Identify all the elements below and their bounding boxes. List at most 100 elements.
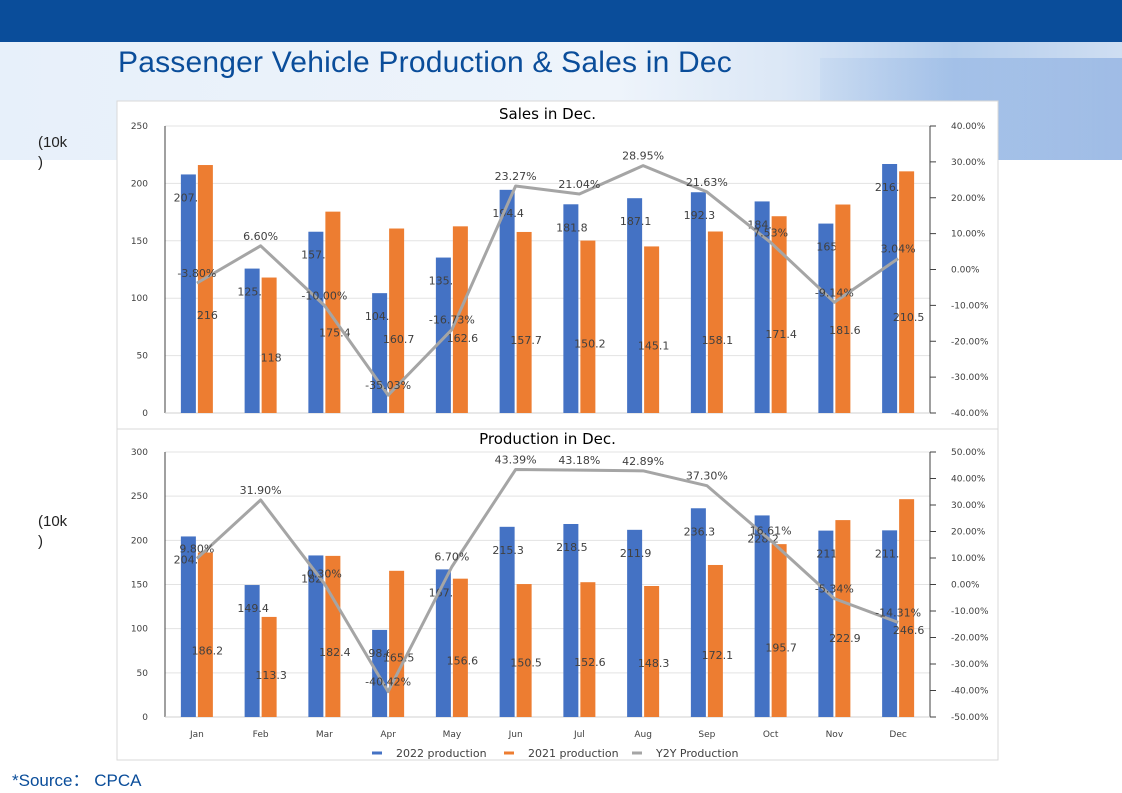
bar-current	[818, 530, 834, 717]
y2-tick-label: -40.00%	[951, 409, 989, 419]
bar-value-label: 148.3	[638, 657, 670, 670]
y2-tick-label: 0.00%	[951, 581, 980, 591]
x-tick-label: Sep	[698, 730, 715, 740]
line-value-label: -16.73%	[429, 314, 475, 327]
bar-value-label: 104.4	[365, 310, 397, 323]
bar-value-label: 246.6	[893, 624, 925, 637]
y-tick-label: 200	[131, 179, 148, 189]
page-title: Passenger Vehicle Production & Sales in …	[118, 46, 732, 79]
bar-previous	[261, 616, 277, 717]
line-value-label: -14.31%	[875, 606, 921, 619]
bar-current	[244, 585, 260, 717]
legend-label: Y2Y Production	[655, 747, 738, 760]
bar-value-label: 207.8	[174, 191, 206, 204]
bar-previous	[644, 246, 660, 413]
bar-value-label: 211	[816, 548, 837, 561]
bar-value-label: 181.6	[829, 324, 861, 337]
bar-previous	[899, 499, 915, 717]
chart-title: Production in Dec.	[479, 430, 616, 448]
bar-value-label: 150.5	[510, 656, 542, 669]
y2-tick-label: -40.00%	[951, 687, 989, 697]
bar-current	[690, 508, 706, 717]
bar-value-label: 182.4	[319, 646, 351, 659]
bar-value-label: 211.9	[620, 547, 652, 560]
line-value-label: 23.27%	[495, 170, 537, 183]
bar-previous	[452, 226, 468, 413]
bar-current	[627, 198, 643, 413]
y2-tick-label: 20.00%	[951, 194, 986, 204]
line-value-label: -3.80%	[177, 267, 216, 280]
bar-previous	[580, 240, 596, 413]
y2-tick-label: 30.00%	[951, 501, 986, 511]
bar-previous	[516, 231, 532, 413]
production-chart: Production in Dec. 0 50 100 150 200 250 300 -50.…	[131, 430, 989, 740]
bar-value-label: 236.3	[684, 525, 716, 538]
bar-previous	[835, 520, 851, 717]
bar-current	[180, 536, 196, 717]
bar-previous	[452, 578, 468, 717]
y-tick-label: 50	[137, 352, 149, 362]
bar-value-label: 194.4	[492, 207, 524, 220]
y2y-line	[195, 468, 899, 694]
bar-previous	[197, 165, 213, 413]
bar-value-label: 125.8	[237, 286, 269, 299]
y-tick-label: 150	[131, 581, 148, 591]
bar-value-label: 113.3	[255, 669, 287, 682]
bar-value-label: 192.3	[684, 209, 716, 222]
y-tick-label: 0	[142, 409, 148, 419]
line-value-label: -40.42%	[365, 676, 411, 689]
x-tick-label: Apr	[380, 730, 396, 740]
x-tick-label: Oct	[763, 730, 779, 740]
bar-value-label: 162.6	[447, 332, 479, 345]
bar-current	[435, 569, 451, 717]
bar-value-label: 156.6	[447, 654, 479, 667]
x-tick-label: Nov	[826, 730, 844, 740]
y-tick-label: 300	[131, 448, 148, 458]
sales-unit-label: (10k )	[38, 134, 68, 171]
line-value-label: 42.89%	[622, 455, 664, 468]
bar-current	[754, 201, 770, 413]
bar-previous	[261, 277, 277, 413]
bar-value-label: 195.7	[765, 641, 797, 654]
bar-current	[754, 515, 770, 717]
bar-current	[435, 257, 451, 413]
bar-value-label: 218.5	[556, 541, 588, 554]
y2-tick-label: 50.00%	[951, 448, 986, 458]
bar-current	[690, 192, 706, 413]
bar-value-label: 150.2	[574, 337, 606, 350]
bar-previous	[899, 171, 915, 413]
bar-value-label: 210.5	[893, 311, 925, 324]
bar-value-label: 165	[816, 241, 837, 254]
bar-current	[180, 174, 196, 413]
y-tick-label: 100	[131, 294, 148, 304]
bar-value-label: 135.4	[429, 275, 461, 288]
bar-value-label: 152.6	[574, 656, 606, 669]
y2-tick-label: -50.00%	[951, 713, 989, 723]
y2-tick-label: 10.00%	[951, 554, 986, 564]
bar-value-label: 211.3	[875, 547, 907, 560]
bar-previous	[835, 204, 851, 413]
y2-tick-label: -30.00%	[951, 373, 989, 383]
y-tick-label: 50	[137, 669, 149, 679]
bar-current	[627, 529, 643, 717]
line-value-label: 3.04%	[881, 243, 916, 256]
line-value-label: 43.39%	[495, 454, 537, 467]
line-value-label: 0.30%	[307, 568, 342, 581]
bar-previous	[389, 570, 405, 717]
chart-title: Sales in Dec.	[499, 105, 596, 123]
line-value-label: 31.90%	[240, 484, 282, 497]
bar-value-label: 172.1	[702, 649, 734, 662]
y2-tick-label: 0.00%	[951, 266, 980, 276]
bar-value-label: 187.1	[620, 215, 652, 228]
x-tick-label: Jun	[508, 730, 523, 740]
y2-tick-label: -10.00%	[951, 607, 989, 617]
x-tick-label: Dec	[889, 730, 906, 740]
y2-tick-label: 30.00%	[951, 158, 986, 168]
bar-value-label: 181.8	[556, 221, 588, 234]
y2-tick-label: 10.00%	[951, 230, 986, 240]
y-tick-label: 150	[131, 237, 148, 247]
x-tick-label: Jul	[573, 730, 585, 740]
bar-value-label: 215.3	[492, 544, 524, 557]
legend-label: 2021 production	[528, 747, 619, 760]
